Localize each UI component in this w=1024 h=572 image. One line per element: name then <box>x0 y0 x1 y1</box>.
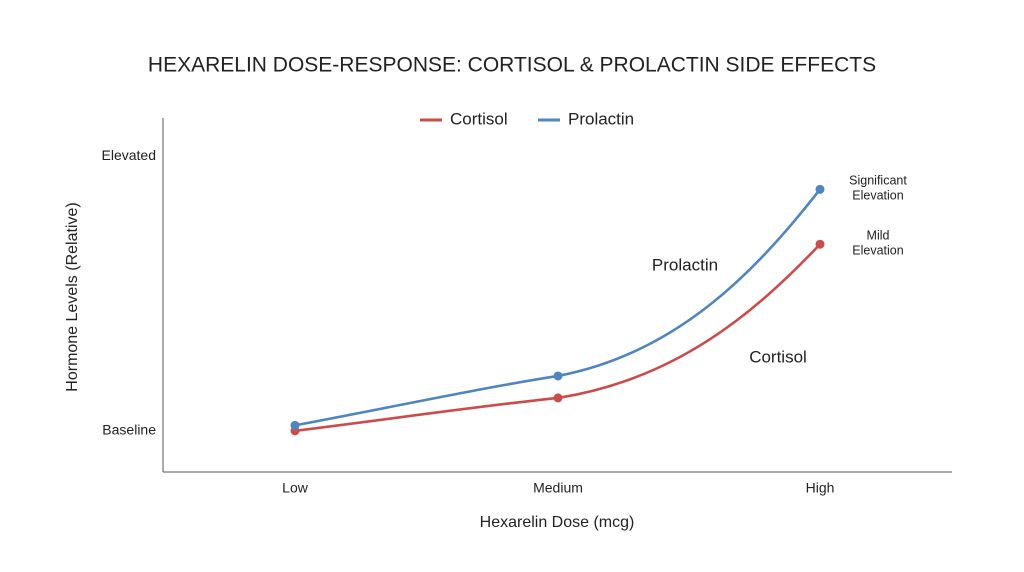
series-label: Cortisol <box>749 347 807 366</box>
annotation: Mild <box>867 229 890 243</box>
x-tick-label: High <box>806 480 835 496</box>
annotation: Elevation <box>852 244 903 258</box>
y-axis-label: Hormone Levels (Relative) <box>64 202 81 391</box>
point <box>815 239 825 249</box>
x-tick-label: Medium <box>533 480 583 496</box>
y-tick-label: Baseline <box>102 422 156 438</box>
series-label: Prolactin <box>652 255 718 274</box>
point <box>553 393 563 403</box>
x-axis-label: Hexarelin Dose (mcg) <box>480 514 635 531</box>
y-tick-label: Elevated <box>102 147 156 163</box>
annotation: Significant <box>849 174 907 188</box>
annotation: Elevation <box>852 189 903 203</box>
point <box>290 420 300 430</box>
legend-label: Cortisol <box>450 109 508 128</box>
point <box>815 184 825 194</box>
chart-title: HEXARELIN DOSE-RESPONSE: CORTISOL & PROL… <box>148 54 876 77</box>
x-tick-label: Low <box>282 480 309 496</box>
point <box>553 371 563 381</box>
legend-label: Prolactin <box>568 109 634 128</box>
